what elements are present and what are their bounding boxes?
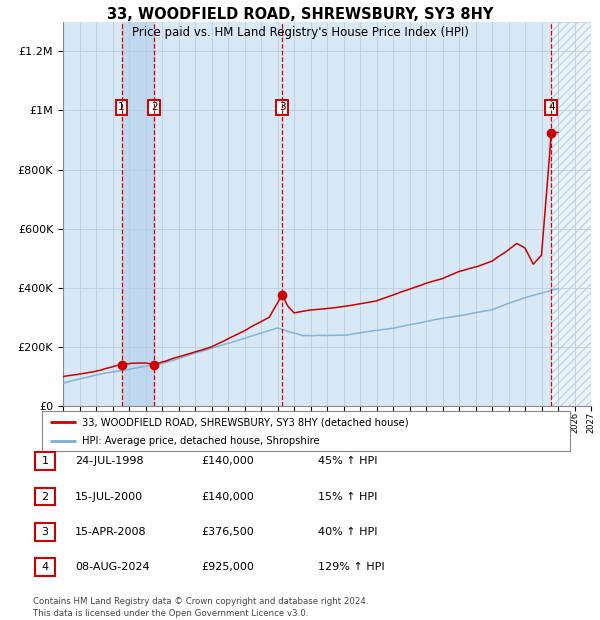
Text: 1: 1 [41, 456, 49, 466]
Text: 2: 2 [41, 492, 49, 502]
Text: Contains HM Land Registry data © Crown copyright and database right 2024.
This d: Contains HM Land Registry data © Crown c… [33, 597, 368, 618]
Text: 40% ↑ HPI: 40% ↑ HPI [318, 527, 377, 537]
FancyBboxPatch shape [42, 411, 570, 451]
Text: HPI: Average price, detached house, Shropshire: HPI: Average price, detached house, Shro… [82, 436, 319, 446]
Text: £376,500: £376,500 [201, 527, 254, 537]
Text: 4: 4 [41, 562, 49, 572]
Text: 3: 3 [41, 527, 49, 537]
Text: 33, WOODFIELD ROAD, SHREWSBURY, SY3 8HY (detached house): 33, WOODFIELD ROAD, SHREWSBURY, SY3 8HY … [82, 417, 408, 427]
FancyBboxPatch shape [35, 559, 55, 576]
Text: 4: 4 [548, 102, 555, 112]
Text: £140,000: £140,000 [201, 492, 254, 502]
Text: 33, WOODFIELD ROAD, SHREWSBURY, SY3 8HY: 33, WOODFIELD ROAD, SHREWSBURY, SY3 8HY [107, 7, 493, 22]
Text: 08-AUG-2024: 08-AUG-2024 [75, 562, 149, 572]
Text: 15% ↑ HPI: 15% ↑ HPI [318, 492, 377, 502]
Text: Price paid vs. HM Land Registry's House Price Index (HPI): Price paid vs. HM Land Registry's House … [131, 26, 469, 39]
Text: 2: 2 [151, 102, 158, 112]
Text: 24-JUL-1998: 24-JUL-1998 [75, 456, 143, 466]
Text: £925,000: £925,000 [201, 562, 254, 572]
FancyBboxPatch shape [35, 453, 55, 470]
Text: 15-APR-2008: 15-APR-2008 [75, 527, 146, 537]
Bar [122, 22, 154, 406]
Bar [551, 22, 591, 406]
FancyBboxPatch shape [35, 523, 55, 541]
Text: 129% ↑ HPI: 129% ↑ HPI [318, 562, 385, 572]
Text: 1: 1 [118, 102, 125, 112]
Text: 45% ↑ HPI: 45% ↑ HPI [318, 456, 377, 466]
FancyBboxPatch shape [35, 488, 55, 505]
Text: £140,000: £140,000 [201, 456, 254, 466]
Text: 15-JUL-2000: 15-JUL-2000 [75, 492, 143, 502]
Text: 3: 3 [279, 102, 286, 112]
